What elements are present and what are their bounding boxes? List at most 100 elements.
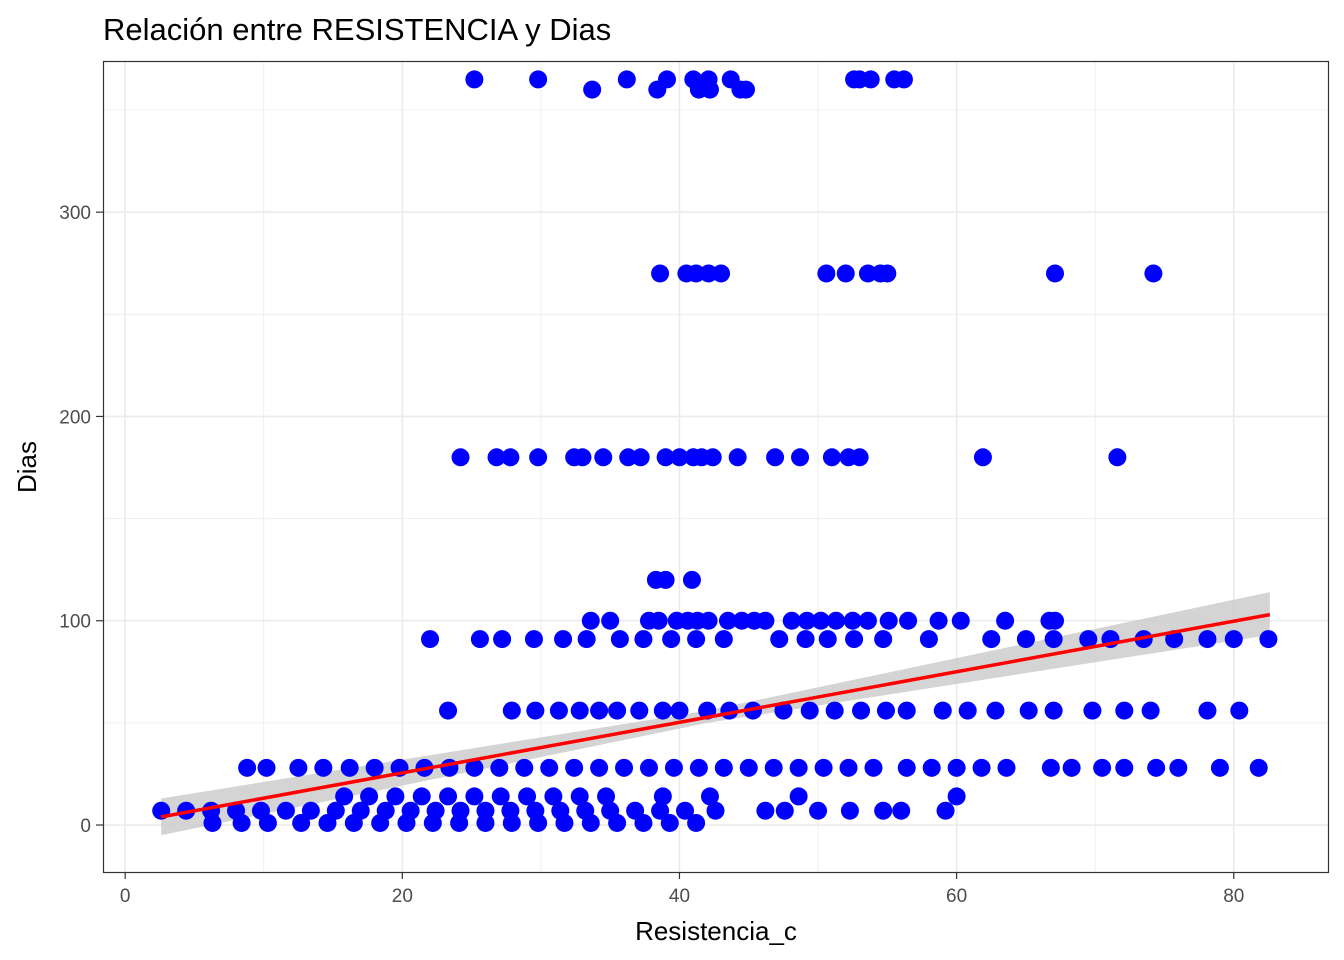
y-tick-label: 300 — [59, 203, 91, 224]
data-point — [529, 813, 548, 832]
data-point — [634, 813, 653, 832]
data-point — [947, 758, 966, 777]
data-point — [791, 448, 810, 467]
y-tick-label: 0 — [80, 816, 91, 837]
data-point — [439, 787, 458, 806]
data-point — [490, 758, 509, 777]
data-point — [972, 758, 991, 777]
data-point — [789, 758, 808, 777]
y-tick-label: 200 — [59, 407, 91, 428]
data-point — [897, 758, 916, 777]
data-point — [1198, 701, 1217, 720]
data-point — [276, 801, 295, 820]
data-point — [822, 448, 841, 467]
data-point — [594, 448, 613, 467]
data-point — [714, 758, 733, 777]
data-point — [876, 701, 895, 720]
data-point — [544, 787, 563, 806]
data-point — [649, 611, 668, 630]
data-point — [630, 701, 649, 720]
data-point — [850, 448, 869, 467]
data-point — [581, 813, 600, 832]
data-point — [706, 801, 725, 820]
data-point — [879, 611, 898, 630]
data-point — [732, 611, 751, 630]
data-point — [518, 787, 537, 806]
data-point — [840, 801, 859, 820]
data-point — [573, 448, 592, 467]
data-point — [929, 611, 948, 630]
data-point — [1198, 630, 1217, 649]
data-point — [756, 611, 775, 630]
data-point — [570, 701, 589, 720]
data-point — [656, 448, 675, 467]
data-point — [639, 758, 658, 777]
data-point — [1259, 630, 1278, 649]
panel-border — [102, 60, 1330, 874]
data-point — [1041, 758, 1060, 777]
data-point — [540, 758, 559, 777]
x-tick-label: 40 — [669, 886, 690, 907]
data-point — [700, 787, 719, 806]
data-point — [465, 758, 484, 777]
data-point — [1019, 701, 1038, 720]
data-point — [590, 758, 609, 777]
data-point — [1115, 758, 1134, 777]
data-point — [782, 611, 801, 630]
data-point — [839, 758, 858, 777]
data-point — [203, 813, 222, 832]
data-point — [583, 80, 602, 99]
data-point — [1016, 630, 1035, 649]
x-tick-label: 80 — [1223, 886, 1244, 907]
data-point — [634, 630, 653, 649]
data-point — [423, 813, 442, 832]
data-point — [318, 813, 337, 832]
data-point — [653, 701, 672, 720]
data-point — [800, 701, 819, 720]
data-point — [340, 758, 359, 777]
data-point — [660, 813, 679, 832]
data-point — [1210, 758, 1229, 777]
data-point — [700, 80, 719, 99]
data-point — [590, 701, 609, 720]
data-point — [858, 611, 877, 630]
data-point — [892, 801, 911, 820]
data-point — [651, 801, 670, 820]
data-point — [843, 611, 862, 630]
data-point — [597, 787, 616, 806]
grid — [103, 61, 1328, 872]
data-point — [1141, 701, 1160, 720]
data-point — [529, 448, 548, 467]
data-point — [874, 630, 893, 649]
data-point — [610, 630, 629, 649]
data-point — [1115, 701, 1134, 720]
data-point — [947, 787, 966, 806]
data-point — [470, 630, 489, 649]
data-point — [739, 758, 758, 777]
data-point — [232, 813, 251, 832]
data-point — [982, 630, 1001, 649]
data-point — [818, 630, 837, 649]
data-point — [238, 758, 257, 777]
y-axis-ticks: 0 100 200 300 — [59, 203, 103, 837]
data-point — [687, 630, 706, 649]
data-point — [1169, 758, 1188, 777]
data-point — [344, 813, 363, 832]
data-point — [687, 813, 706, 832]
data-point — [699, 264, 718, 283]
data-point — [502, 813, 521, 832]
data-point — [360, 787, 379, 806]
data-point — [864, 758, 883, 777]
data-point — [874, 801, 893, 820]
data-point — [689, 758, 708, 777]
data-point — [1044, 630, 1063, 649]
points-layer — [152, 70, 1278, 832]
data-point — [450, 813, 469, 832]
data-point — [712, 264, 731, 283]
x-axis-ticks: 0 20 40 60 80 — [120, 872, 1244, 907]
data-point — [502, 701, 521, 720]
data-point — [1230, 701, 1249, 720]
data-point — [827, 611, 846, 630]
regression-line — [160, 612, 1271, 819]
data-point — [631, 448, 650, 467]
